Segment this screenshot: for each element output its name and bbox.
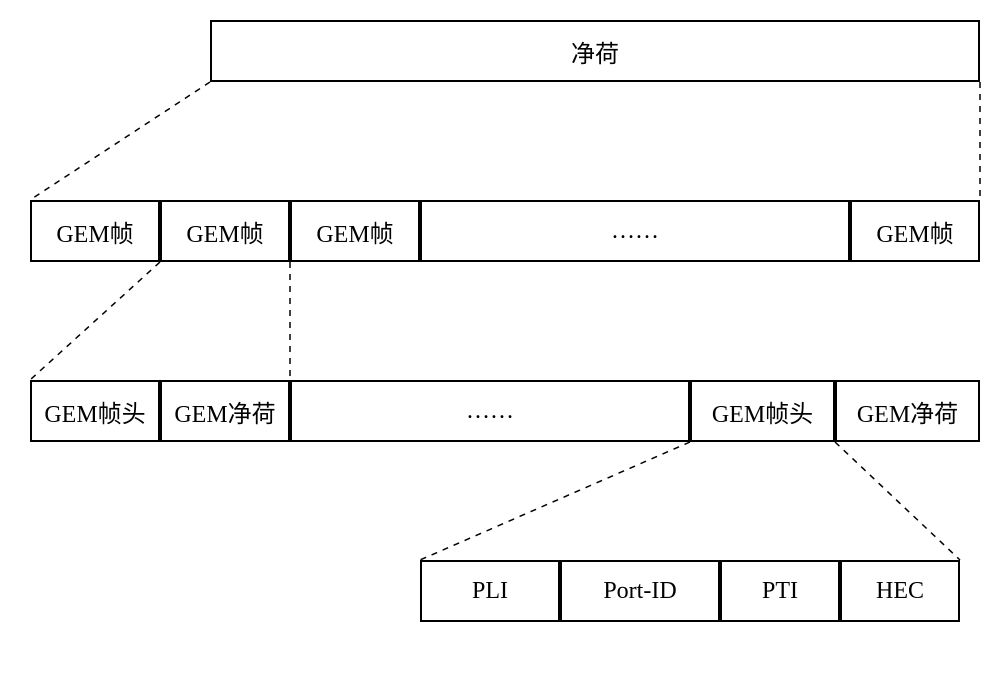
row2-cell-4: GEM帧: [850, 200, 980, 262]
row3-cell-1: GEM净荷: [160, 380, 290, 442]
row2-cell-1: GEM帧: [160, 200, 290, 262]
row3-cell-3: GEM帧头: [690, 380, 835, 442]
row2-label-1: GEM帧: [186, 214, 263, 249]
row3-label-4: GEM净荷: [857, 394, 958, 429]
row4-label-2: PTI: [762, 578, 798, 605]
row2-cell-0: GEM帧: [30, 200, 160, 262]
row4-label-3: HEC: [876, 578, 924, 605]
row3-cell-2: ……: [290, 380, 690, 442]
row3-cell-0: GEM帧头: [30, 380, 160, 442]
row2-label-3: ……: [611, 218, 659, 245]
row2-cell-3: ……: [420, 200, 850, 262]
row4-cell-3: HEC: [840, 560, 960, 622]
row4-cell-1: Port-ID: [560, 560, 720, 622]
row3-cell-4: GEM净荷: [835, 380, 980, 442]
row2-cell-2: GEM帧: [290, 200, 420, 262]
row3-label-3: GEM帧头: [712, 394, 813, 429]
payload-box: 净荷: [210, 20, 980, 82]
row2-label-4: GEM帧: [876, 214, 953, 249]
row3-label-0: GEM帧头: [44, 394, 145, 429]
row4-cell-0: PLI: [420, 560, 560, 622]
row2-label-0: GEM帧: [56, 214, 133, 249]
row4-label-1: Port-ID: [603, 578, 676, 605]
payload-label: 净荷: [571, 34, 619, 69]
row4-cell-2: PTI: [720, 560, 840, 622]
row3-label-2: ……: [466, 398, 514, 425]
row4-label-0: PLI: [472, 578, 508, 605]
row2-label-2: GEM帧: [316, 214, 393, 249]
row3-label-1: GEM净荷: [174, 394, 275, 429]
